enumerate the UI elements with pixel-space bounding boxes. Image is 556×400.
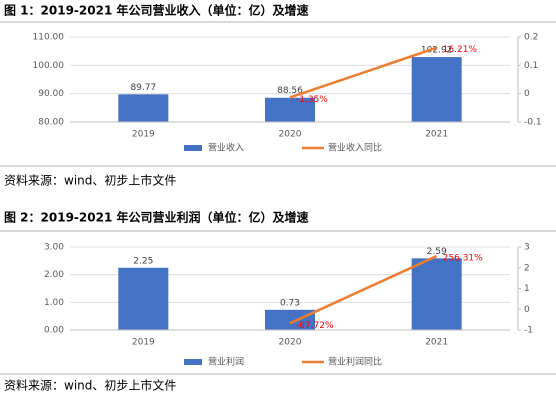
line-series bbox=[289, 46, 438, 99]
y-tick-label: 80.00 bbox=[38, 118, 64, 128]
data-label: 0.73 bbox=[280, 298, 300, 308]
y-tick-label: 3.00 bbox=[44, 243, 64, 253]
y-tick-label: 90.00 bbox=[38, 89, 64, 99]
y-tick-label: 0.00 bbox=[44, 326, 64, 336]
y2-tick-label: 2 bbox=[524, 263, 530, 273]
bar bbox=[265, 97, 315, 122]
x-tick-label: 2020 bbox=[279, 338, 302, 348]
data-label: 2.25 bbox=[133, 256, 153, 266]
bar bbox=[411, 258, 462, 330]
y-tick-label: 2.00 bbox=[44, 270, 64, 280]
bar bbox=[118, 267, 169, 330]
bar bbox=[118, 94, 169, 122]
x-tick-label: 2021 bbox=[425, 130, 448, 140]
data-label: 102.92 bbox=[421, 46, 453, 56]
data-label: 256.31% bbox=[443, 254, 483, 264]
figure-title: 图 1：2019-2021 年公司营业收入（单位：亿）及增速 bbox=[4, 3, 308, 18]
data-label: -1.35% bbox=[296, 95, 328, 105]
figure-title: 图 2：2019-2021 年公司营业利润（单位：亿）及增速 bbox=[4, 210, 308, 225]
y2-tick-label: 3 bbox=[524, 243, 530, 253]
data-label: 89.77 bbox=[130, 83, 156, 93]
source-note: 资料来源：wind、初步上市文件 bbox=[4, 173, 176, 188]
bar bbox=[411, 57, 462, 123]
bar bbox=[265, 309, 315, 330]
line-series bbox=[289, 254, 438, 325]
x-tick-label: 2020 bbox=[279, 130, 302, 140]
y-tick-label: 1.00 bbox=[44, 298, 64, 308]
data-label: 2.59 bbox=[427, 247, 447, 257]
y2-tick-label: 0.1 bbox=[524, 61, 538, 71]
legend-swatch bbox=[184, 359, 202, 365]
y2-tick-label: 0 bbox=[524, 89, 530, 99]
y-tick-label: 110.00 bbox=[33, 33, 65, 43]
y2-tick-label: 0.2 bbox=[524, 33, 538, 43]
legend-label: 营业利润 bbox=[208, 356, 244, 368]
y2-tick-label: 1 bbox=[524, 284, 530, 294]
x-tick-label: 2019 bbox=[132, 338, 155, 348]
legend-label: 营业收入同比 bbox=[328, 142, 382, 154]
source-note: 资料来源：wind、初步上市文件 bbox=[4, 378, 176, 393]
x-tick-label: 2021 bbox=[425, 338, 448, 348]
legend-swatch bbox=[184, 145, 202, 151]
y2-tick-label: 0 bbox=[524, 305, 530, 315]
y2-tick-label: -0.1 bbox=[524, 118, 542, 128]
x-tick-label: 2019 bbox=[132, 130, 155, 140]
data-label: -67.72% bbox=[296, 321, 334, 331]
data-label: 16.21% bbox=[443, 45, 478, 55]
y2-tick-label: -1 bbox=[524, 326, 533, 336]
legend-label: 营业利润同比 bbox=[328, 356, 382, 368]
y-tick-label: 100.00 bbox=[33, 61, 65, 71]
data-label: 88.56 bbox=[277, 86, 303, 96]
legend-label: 营业收入 bbox=[208, 142, 244, 154]
